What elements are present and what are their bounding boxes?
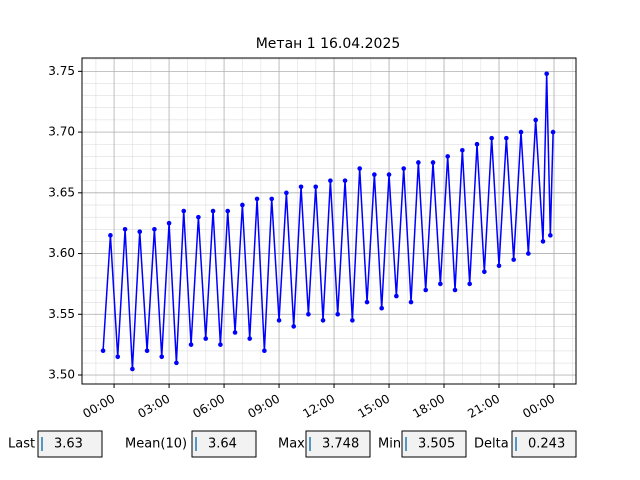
x-tick-label: 06:00 (190, 392, 227, 421)
data-point (526, 251, 531, 256)
data-point (247, 336, 253, 341)
y-tick-label: 3.65 (48, 185, 75, 199)
text-box[interactable] (511, 430, 577, 458)
data-point (218, 342, 223, 347)
data-point (438, 281, 443, 287)
data-point (115, 354, 121, 360)
data-point (452, 287, 458, 293)
data-point (423, 287, 428, 293)
data-point (269, 196, 275, 202)
data-line (102, 73, 554, 369)
data-point (254, 196, 260, 202)
data-point (291, 324, 297, 329)
data-point (342, 178, 348, 183)
widget-value: 0.243 (528, 437, 565, 452)
data-point (152, 226, 157, 232)
data-point (298, 184, 304, 190)
text-box[interactable] (37, 430, 103, 458)
x-tick-label: 00:00 (80, 392, 117, 421)
data-point (548, 233, 553, 238)
chart-title: Метан 1 16.04.2025 (256, 36, 401, 52)
text-box[interactable] (191, 430, 257, 458)
x-tick-label: 21:00 (465, 392, 502, 421)
data-point (467, 281, 472, 287)
data-point (518, 129, 524, 135)
text-box[interactable] (401, 430, 467, 458)
widget-label: Max (278, 437, 305, 452)
data-point (445, 154, 450, 159)
data-point (357, 166, 363, 171)
data-point (159, 354, 165, 360)
data-point (122, 226, 128, 232)
data-point (130, 366, 135, 372)
data-point (544, 71, 549, 77)
x-tick-label: 15:00 (355, 392, 392, 421)
data-point (196, 214, 201, 220)
data-point (166, 220, 172, 226)
data-point (460, 148, 465, 153)
data-point (408, 299, 414, 305)
x-tick-label: 03:00 (135, 392, 172, 421)
data-point (379, 305, 384, 311)
x-tick-label: 12:00 (300, 392, 337, 421)
data-point (320, 318, 326, 323)
data-point (240, 202, 245, 208)
x-tick-label: 09:00 (245, 392, 282, 421)
data-point (489, 135, 494, 141)
data-point (430, 160, 436, 165)
text-box[interactable] (305, 430, 371, 458)
y-tick-label: 3.70 (48, 125, 75, 139)
y-tick-label: 3.60 (48, 246, 75, 260)
y-tick-label: 3.50 (48, 368, 75, 382)
data-point (482, 269, 487, 275)
data-point (203, 336, 209, 341)
widget-label: Delta (474, 437, 509, 452)
data-point (504, 135, 509, 141)
data-point (225, 208, 231, 214)
data-point (137, 229, 143, 234)
data-point (540, 239, 546, 244)
widget-label: Mean(10) (125, 437, 187, 452)
data-point (210, 208, 216, 214)
data-point (364, 299, 370, 305)
data-point (284, 190, 289, 196)
widget-value: 3.505 (418, 437, 455, 452)
data-point (511, 257, 516, 262)
data-point (144, 348, 150, 354)
widget-label: Last (8, 437, 35, 452)
widget-value: 3.64 (208, 437, 237, 452)
data-point (232, 330, 238, 335)
data-point (276, 318, 282, 323)
data-point (394, 293, 399, 299)
widget-value: 3.748 (322, 437, 359, 452)
data-point (262, 348, 267, 354)
x-tick-label: 18:00 (410, 392, 447, 421)
data-point (350, 318, 355, 323)
widget-value: 3.63 (54, 437, 83, 452)
data-point (496, 263, 502, 268)
axes-frame (81, 57, 577, 385)
data-point (550, 129, 556, 135)
plot-area (100, 71, 556, 372)
y-tick-label: 3.55 (48, 307, 75, 321)
data-point (533, 117, 538, 123)
data-point (174, 360, 179, 366)
y-tick-label: 3.75 (48, 64, 75, 78)
data-point (401, 166, 406, 171)
data-point (108, 233, 113, 238)
data-point (188, 342, 194, 347)
widget-label: Min (378, 437, 401, 452)
data-point (386, 172, 392, 177)
data-point (181, 208, 187, 214)
data-point (372, 172, 377, 177)
x-tick-label: 00:00 (520, 392, 557, 421)
data-point (335, 311, 341, 317)
data-point (328, 178, 333, 183)
data-point (313, 184, 319, 190)
data-point (416, 160, 421, 165)
data-point (306, 311, 311, 317)
data-point (100, 348, 106, 354)
data-point (474, 141, 480, 147)
